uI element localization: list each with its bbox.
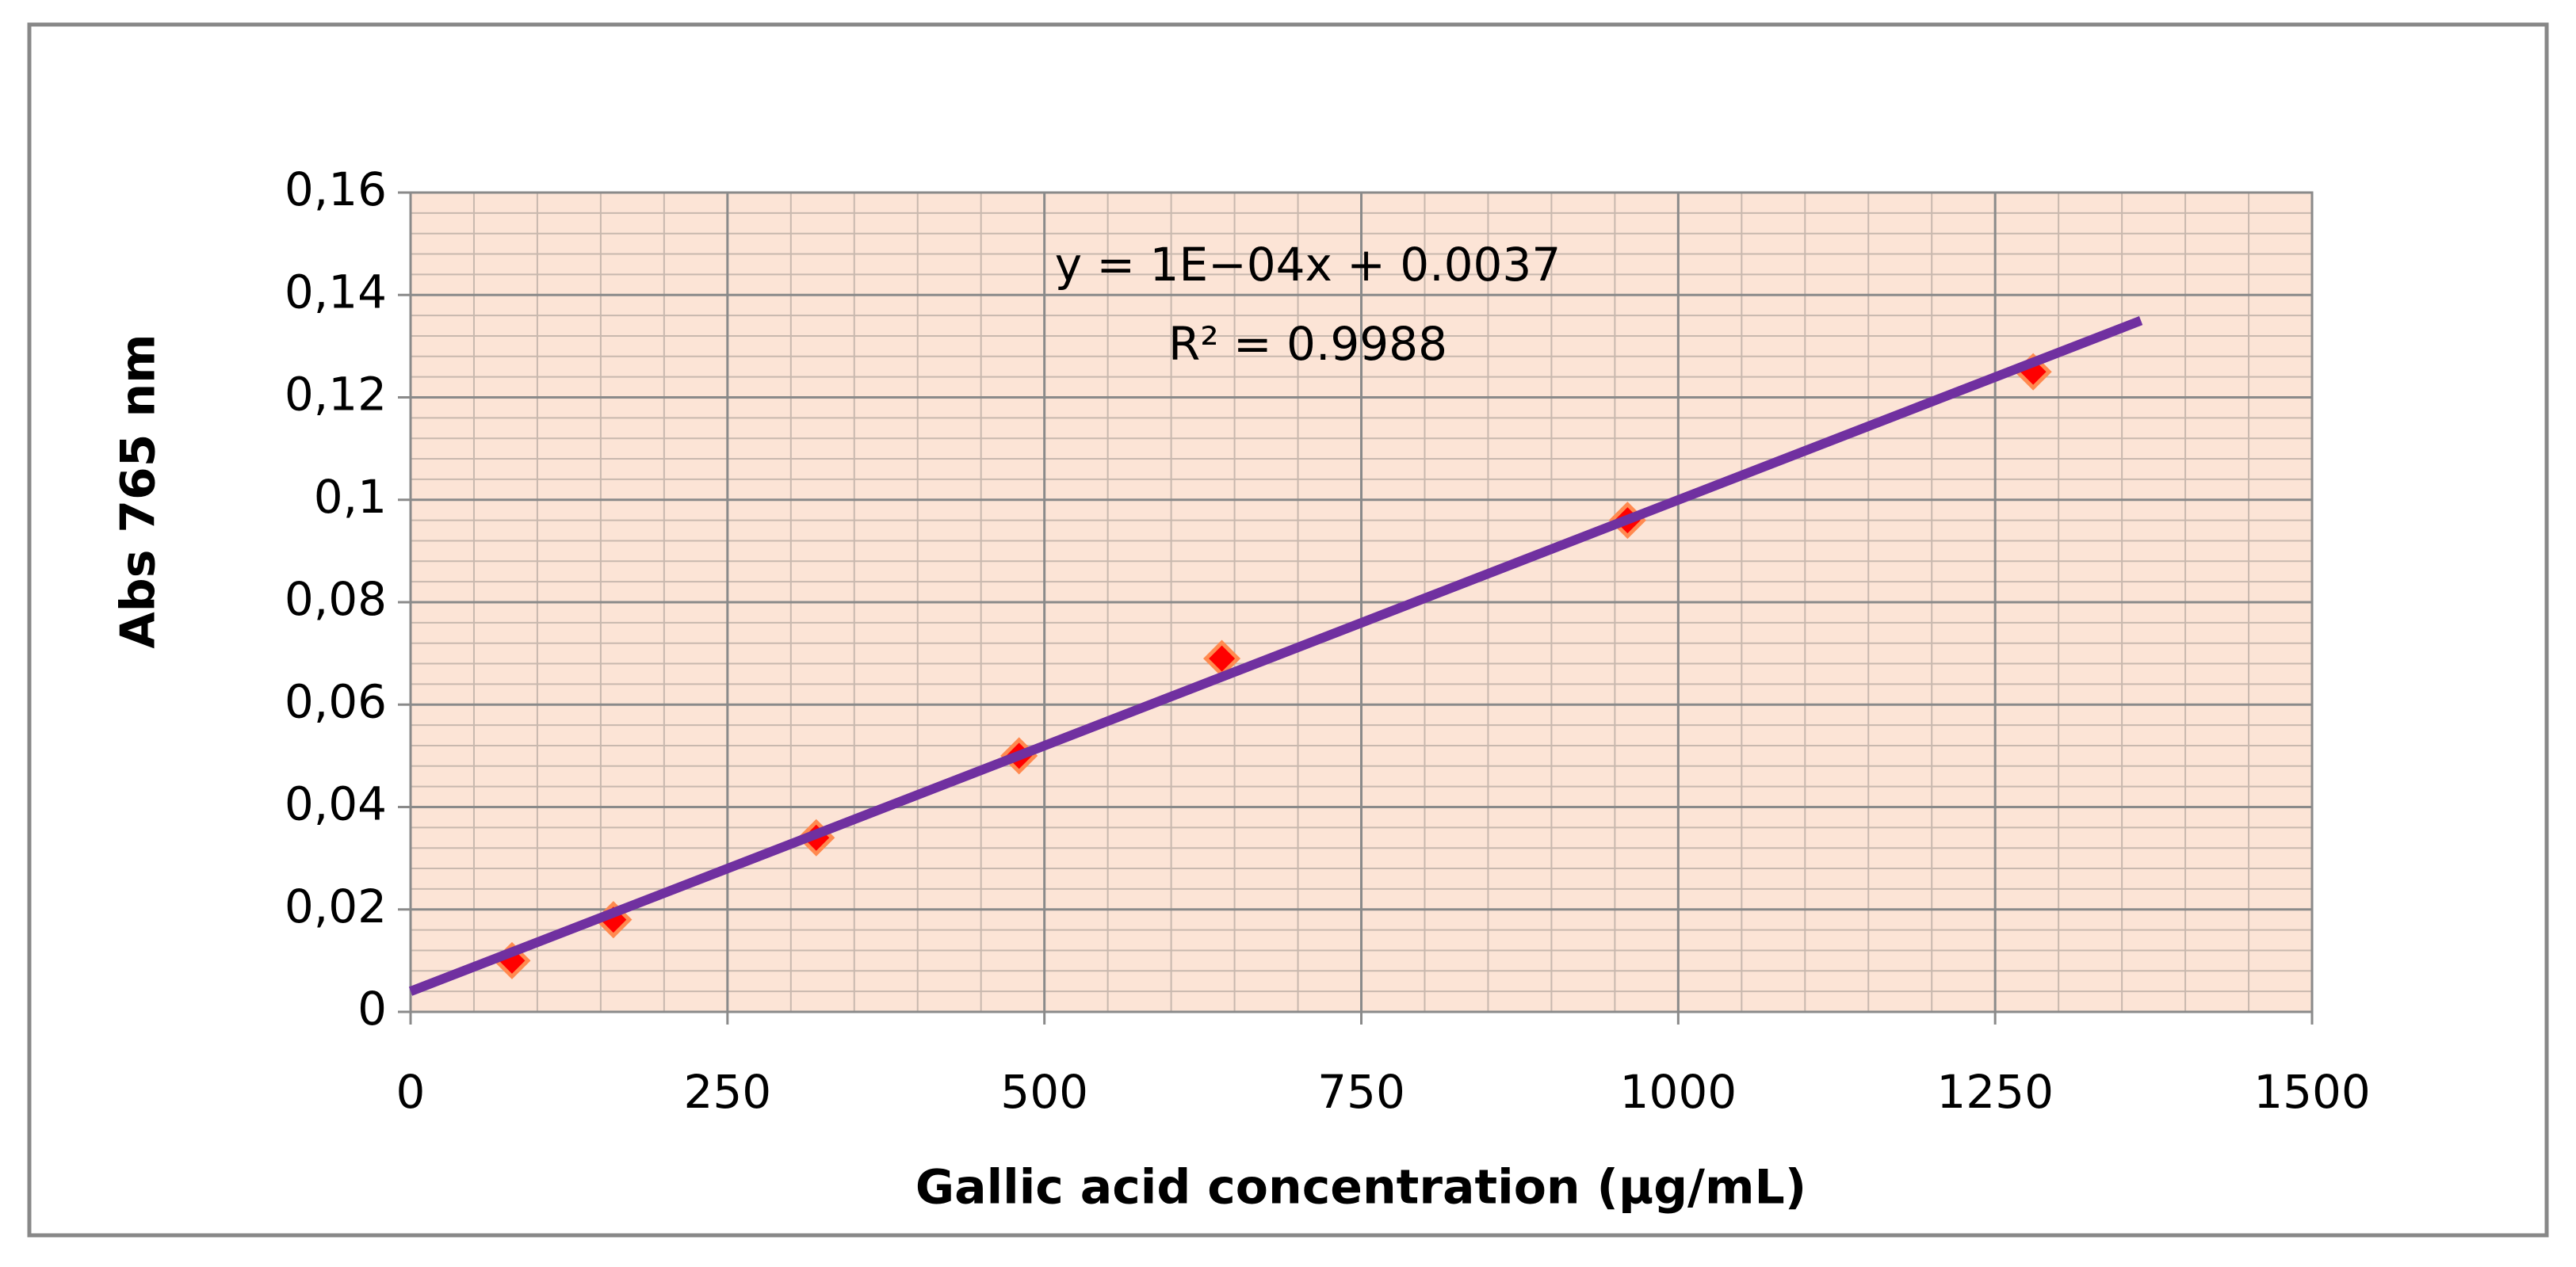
annotation: y = 1E−04x + 0.0037 [1055, 238, 1561, 292]
x-tick-label: 1500 [2253, 1065, 2371, 1119]
x-tick-label: 1000 [1620, 1065, 1737, 1119]
x-tick-label: 750 [1317, 1065, 1405, 1119]
x-tick-label: 500 [1000, 1065, 1088, 1119]
x-tick-label: 0 [396, 1065, 426, 1119]
y-tick-label: 0,16 [285, 162, 387, 216]
y-tick-label: 0,02 [285, 880, 387, 933]
y-tick-label: 0 [357, 982, 387, 1036]
y-tick-label: 0,08 [285, 572, 387, 626]
y-tick-label: 0,14 [285, 265, 387, 319]
y-tick-label: 0,04 [285, 777, 387, 831]
y-tick-label: 0,12 [285, 368, 387, 422]
x-tick-label: 1250 [1936, 1065, 2054, 1119]
x-axis-title: Gallic acid concentration (µg/mL) [915, 1160, 1806, 1215]
y-tick-label: 0,1 [314, 470, 387, 524]
plot-frame [409, 191, 2314, 1013]
trendline [408, 315, 2143, 996]
annotation: R² = 0.9988 [1168, 317, 1447, 371]
x-tick-label: 250 [683, 1065, 771, 1119]
y-tick-label: 0,06 [285, 674, 387, 728]
y-axis-title: Abs 765 nm [111, 334, 166, 648]
